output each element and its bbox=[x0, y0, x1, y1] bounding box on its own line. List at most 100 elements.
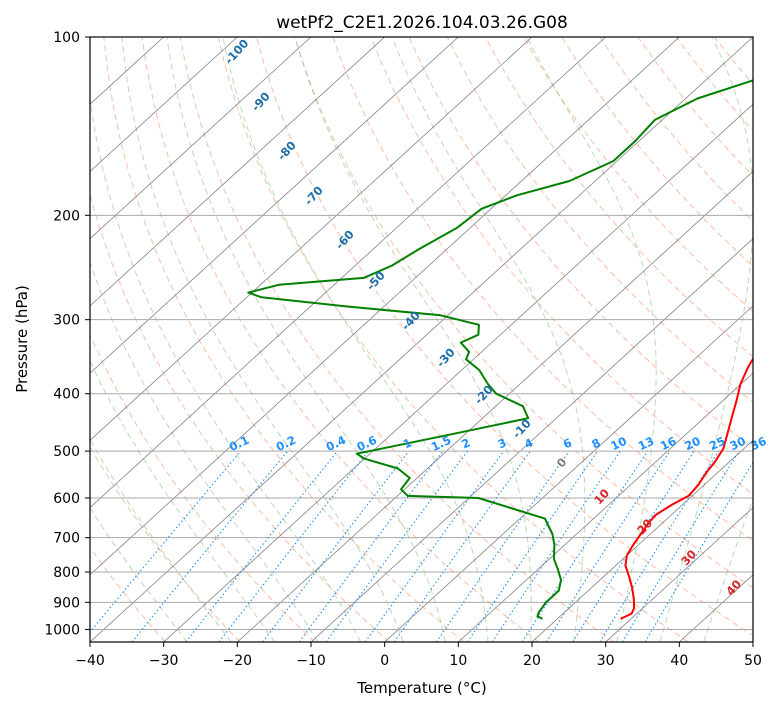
mixing-ratio-line bbox=[364, 450, 505, 642]
moist-adiabat bbox=[90, 507, 188, 642]
temperature-line bbox=[620, 356, 753, 620]
dry-adiabat bbox=[446, 37, 753, 403]
dry-adiabat-label: -20 bbox=[471, 382, 495, 407]
mixing-ratio-line bbox=[185, 450, 339, 642]
isotherm-line bbox=[531, 439, 753, 642]
dry-adiabat-label: 30 bbox=[678, 547, 699, 568]
moist-adiabat bbox=[526, 37, 657, 642]
x-tick-label: 40 bbox=[670, 653, 688, 669]
dry-adiabat-label: -70 bbox=[301, 183, 325, 208]
dry-adiabat bbox=[332, 37, 753, 542]
mixing-ratio-line bbox=[325, 450, 468, 642]
y-tick-label: 200 bbox=[53, 208, 80, 224]
dry-adiabat bbox=[561, 37, 753, 267]
dry-adiabat-label: -100 bbox=[222, 36, 252, 67]
dry-adiabat bbox=[179, 37, 614, 642]
mixing-ratio-line bbox=[298, 450, 444, 642]
isotherm-line bbox=[90, 37, 680, 576]
isotherm-line bbox=[384, 305, 753, 642]
y-tick-label: 500 bbox=[53, 444, 80, 460]
y-tick-label: 400 bbox=[53, 387, 80, 403]
y-tick-label: 600 bbox=[53, 491, 80, 507]
dry-adiabat bbox=[90, 546, 166, 642]
x-tick-label: 30 bbox=[597, 653, 615, 669]
dry-adiabat bbox=[523, 37, 753, 313]
x-tick-label: 50 bbox=[744, 653, 762, 669]
mixing-ratio-line bbox=[545, 450, 671, 642]
dry-adiabat bbox=[103, 37, 465, 642]
dry-adiabat-label: -50 bbox=[363, 268, 387, 293]
dewpoint-line bbox=[247, 79, 753, 620]
plot-frame bbox=[89, 36, 754, 643]
moist-adiabat bbox=[90, 95, 362, 642]
mixing-ratio-label: 16 bbox=[658, 434, 678, 453]
isotherm-line bbox=[90, 37, 606, 509]
mixing-ratio-label: 20 bbox=[682, 434, 702, 453]
mixing-ratio-line bbox=[491, 450, 621, 642]
mixing-ratio-line bbox=[572, 450, 695, 642]
dry-adiabat-label: -60 bbox=[332, 227, 356, 252]
isotherm-line bbox=[237, 170, 753, 642]
dry-adiabat-label: -80 bbox=[274, 138, 298, 163]
dry-adiabat bbox=[752, 37, 753, 39]
moist-adiabat bbox=[90, 438, 232, 642]
dry-adiabat bbox=[714, 37, 753, 85]
isotherm-line bbox=[90, 37, 238, 172]
moist-adiabat bbox=[391, 37, 586, 642]
x-tick-label: 10 bbox=[449, 653, 467, 669]
mixing-ratio-line bbox=[90, 450, 242, 633]
mixing-ratio-label: 1 bbox=[401, 435, 414, 451]
isotherm-line bbox=[752, 641, 753, 642]
dry-adiabat bbox=[294, 37, 753, 589]
dry-adiabat bbox=[217, 37, 689, 642]
x-tick-label: −20 bbox=[223, 653, 253, 669]
x-tick-label: 0 bbox=[380, 653, 389, 669]
isotherm-line bbox=[90, 37, 459, 374]
mixing-ratio-line bbox=[467, 450, 599, 642]
plot-area bbox=[90, 37, 753, 642]
x-tick-label: −40 bbox=[75, 653, 105, 669]
isotherm-line bbox=[90, 37, 385, 307]
y-axis-label: Pressure (hPa) bbox=[13, 285, 31, 393]
mixing-ratio-line bbox=[131, 450, 289, 642]
isotherm-line bbox=[458, 372, 753, 642]
dry-adiabat bbox=[370, 37, 753, 495]
isotherm-line bbox=[90, 37, 533, 441]
x-tick-label: 20 bbox=[523, 653, 541, 669]
chart-title: wetPf2_C2E1.2026.104.03.26.G08 bbox=[276, 13, 568, 33]
mixing-ratio-line bbox=[435, 450, 570, 642]
mixing-ratio-label: 10 bbox=[609, 434, 629, 453]
dry-adiabat bbox=[408, 37, 753, 449]
mixing-ratio-label: 8 bbox=[589, 435, 602, 451]
y-tick-label: 300 bbox=[53, 313, 80, 329]
dry-adiabat-label: -30 bbox=[433, 345, 457, 370]
moist-adiabat bbox=[90, 359, 276, 642]
x-tick-label: −10 bbox=[296, 653, 326, 669]
mixing-ratio-line bbox=[262, 450, 410, 642]
mixing-ratio-label: 4 bbox=[522, 435, 535, 451]
moist-adiabat bbox=[703, 496, 753, 642]
y-tick-label: 700 bbox=[53, 531, 80, 547]
mixing-ratio-line bbox=[393, 450, 531, 642]
x-axis-label: Temperature (°C) bbox=[356, 679, 486, 697]
dry-adiabat bbox=[90, 333, 316, 642]
mixing-ratio-label: 25 bbox=[707, 434, 727, 453]
dry-adiabat-label: -90 bbox=[248, 89, 272, 114]
mixing-ratio-line bbox=[621, 450, 740, 642]
mixing-ratio-line bbox=[521, 450, 649, 642]
axes: −40 −30 −20 −10 0 10 20 30 40 5010020030040050060… bbox=[44, 30, 762, 669]
dry-adiabat bbox=[484, 37, 753, 358]
dry-adiabat-label: 0 bbox=[554, 455, 570, 470]
isotherm-line bbox=[310, 238, 753, 642]
dry-adiabat bbox=[90, 192, 390, 642]
moist-adiabat bbox=[294, 37, 532, 642]
moist-adiabat bbox=[90, 260, 319, 642]
isotherm-line bbox=[605, 507, 753, 642]
mixing-ratio-label: 36 bbox=[748, 434, 768, 453]
isotherm-line bbox=[90, 37, 312, 240]
y-tick-label: 100 bbox=[53, 30, 80, 46]
y-tick-label: 900 bbox=[53, 595, 80, 611]
y-tick-label: 1000 bbox=[44, 622, 80, 638]
moist-adiabat bbox=[166, 37, 447, 642]
